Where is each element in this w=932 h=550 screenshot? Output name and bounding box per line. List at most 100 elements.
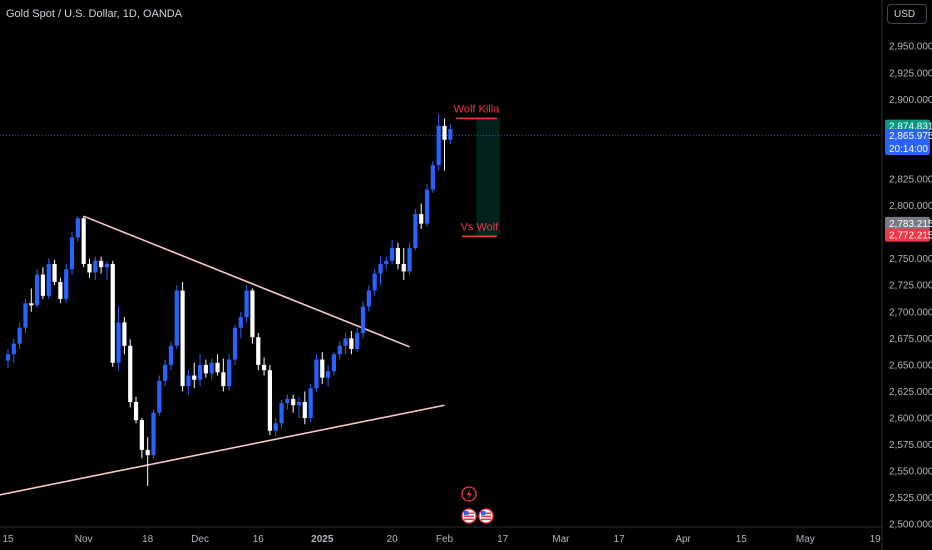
candle-body [192, 375, 197, 380]
time-tick-label: Apr [675, 534, 691, 545]
candle-body [128, 345, 133, 403]
time-tick-label: 15 [736, 534, 748, 545]
candle-body [139, 420, 144, 450]
candle-body [64, 269, 69, 300]
price-tag-label: 2,772.215 [889, 231, 932, 242]
candle-body [227, 359, 232, 387]
price-tick-label: 2,600.000 [889, 413, 932, 424]
price-tick-label: 2,575.000 [889, 440, 932, 451]
candle-body [256, 337, 261, 365]
candle-body [133, 402, 139, 421]
candle-body [360, 306, 366, 334]
candle-body [308, 388, 313, 418]
time-tick-label: May [796, 534, 815, 545]
price-tick-label: 2,525.000 [889, 493, 932, 504]
countdown-label: 20:14:00 [889, 144, 928, 155]
candle-body [58, 282, 63, 300]
time-tick-label: 18 [142, 534, 154, 545]
candle-body [314, 359, 319, 389]
candle-body [424, 189, 430, 224]
candle-body [384, 260, 389, 264]
candle-body [419, 214, 424, 224]
price-tag-label: 2,865.975 [889, 131, 932, 142]
annotation-label[interactable]: Wolf Killa [454, 103, 501, 115]
time-tick-label: Mar [552, 534, 570, 545]
candle-body [448, 129, 453, 140]
price-tag-label: 2,783.215 [889, 219, 932, 230]
price-tick-label: 2,725.000 [889, 281, 932, 292]
candle-body [209, 362, 214, 374]
candle-body [116, 322, 121, 363]
time-tick-label: Nov [75, 534, 93, 545]
candle-body [244, 290, 249, 318]
candle-body [99, 260, 104, 268]
candle-body [273, 423, 278, 431]
currency-button[interactable]: USD [887, 4, 927, 24]
time-tick-label: 20 [387, 534, 399, 545]
price-tick-label: 2,500.000 [889, 520, 932, 531]
candle-body [442, 125, 447, 140]
time-tick-label: Dec [191, 534, 209, 545]
candle-body [104, 263, 110, 268]
highlight-box-layer [476, 118, 500, 236]
time-tick-label: Feb [436, 534, 454, 545]
candle-body [378, 263, 383, 274]
candle-body [343, 338, 348, 346]
candle-body [320, 359, 325, 378]
candle-body [401, 263, 406, 272]
price-tick-label: 2,700.000 [889, 307, 932, 318]
events-layer[interactable] [461, 486, 494, 524]
us-flag-event-icon[interactable] [461, 508, 477, 524]
price-tick-label: 2,750.000 [889, 254, 932, 265]
candle-body [23, 303, 28, 328]
candle-body [296, 402, 302, 406]
descending-trendline[interactable] [83, 215, 410, 348]
us-flag-event-icon-2[interactable] [478, 508, 494, 524]
candle-body [413, 214, 418, 249]
candle-body [17, 327, 22, 344]
candle-body [186, 375, 191, 387]
symbol-title[interactable]: Gold Spot / U.S. Dollar, 1D, OANDA [6, 8, 183, 20]
candle-body [390, 248, 395, 261]
candle-body [326, 371, 331, 378]
candle-body [163, 364, 168, 381]
time-axis[interactable]: 15 Nov 18 Dec 16 2025 20 Feb 17 Mar 17 Apr 15 May 19 [2, 534, 881, 545]
trendlines-layer[interactable] [0, 215, 445, 496]
candle-body [75, 218, 80, 238]
price-tag [885, 216, 930, 230]
candle-body [331, 354, 337, 372]
candle-body [407, 248, 412, 272]
candle-body [267, 370, 272, 431]
candle-body [81, 218, 86, 264]
candle-body [349, 338, 354, 349]
candle-body [5, 354, 11, 361]
candles-layer [5, 114, 453, 486]
annotations-layer[interactable]: Wolf Killa Vs Wolf [454, 103, 501, 238]
candle-body [285, 398, 290, 404]
price-tick-label: 2,825.000 [889, 175, 932, 186]
price-tick-label: 2,800.000 [889, 201, 932, 212]
time-tick-label: 16 [253, 534, 265, 545]
candle-body [261, 364, 267, 371]
candle-body [221, 372, 226, 387]
candle-body [238, 317, 243, 328]
candle-body [279, 403, 284, 424]
annotation-label[interactable]: Vs Wolf [461, 221, 500, 233]
candle-body [151, 412, 156, 456]
time-tick-label: 17 [497, 534, 509, 545]
candle-body [215, 362, 220, 373]
price-tag [885, 228, 930, 242]
time-tick-label: 15 [2, 534, 14, 545]
candle-body [52, 263, 57, 283]
lightning-event-icon[interactable] [461, 486, 477, 502]
price-tick-label: 2,625.000 [889, 387, 932, 398]
time-tick-label: 17 [614, 534, 626, 545]
price-tag-label: 2,874.831 [889, 122, 932, 133]
candle-body [40, 274, 46, 296]
candle-body [250, 290, 255, 338]
ascending-trendline[interactable] [0, 404, 445, 496]
